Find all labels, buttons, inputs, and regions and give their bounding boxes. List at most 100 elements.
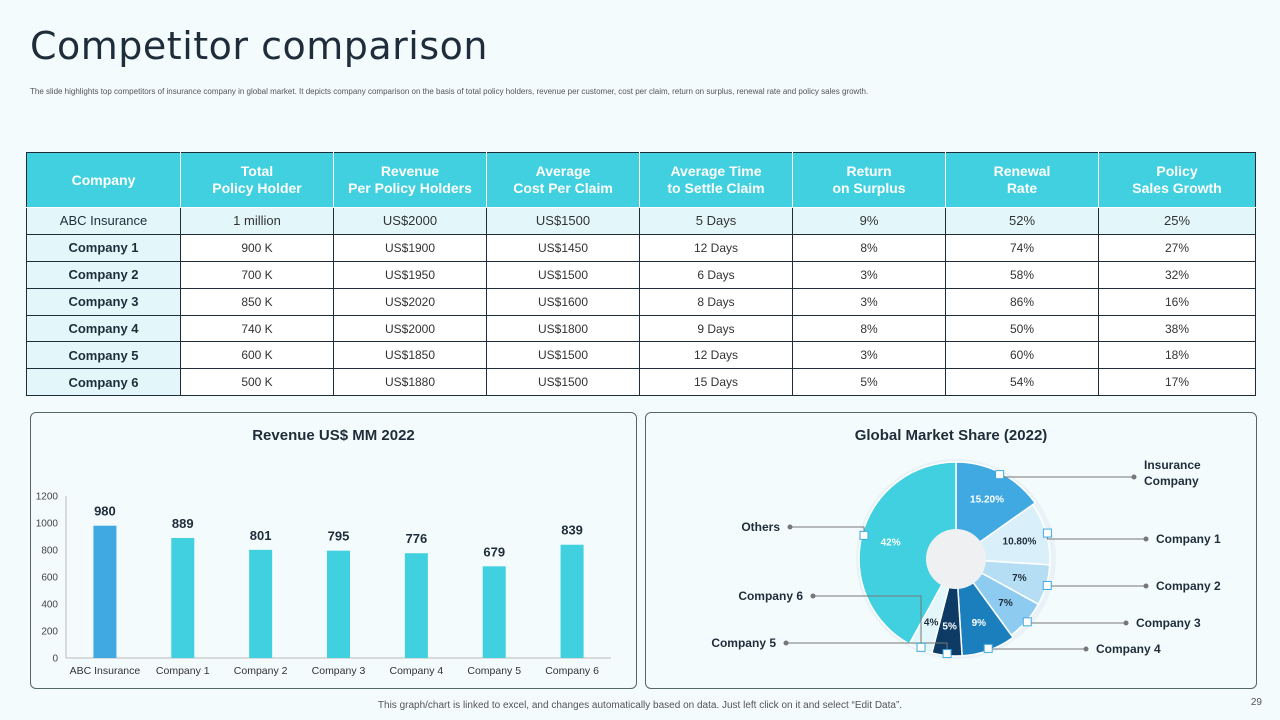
pie-leader-dot [1143,583,1149,589]
table-body: ABC Insurance 1 million US$2000 US$1500 5 Da… [26,207,1256,397]
revenue-bar-chart: 0 200 400 600 800 1000 1200 980 ABC Insurance 889… [36,492,611,677]
table-header-cell: Average Time to Settle Claim [639,152,793,208]
pie-leader-line [813,595,922,648]
table-cell: 12 Days [639,233,793,262]
table-header-text: Cost Per Claim [513,180,613,196]
table-cell: 600 K [180,341,334,370]
table-cell: 3% [792,260,946,289]
pie-leader-line [1026,621,1126,624]
pie-slice-label: Company 4 [1096,642,1161,656]
table-row: Company 2 700 K US$1950 US$1500 6 Days 3% 58% 3… [26,260,1256,289]
table-cell: 9 Days [639,314,793,343]
table-cell: US$1500 [486,260,640,289]
pie-handle [1022,617,1032,627]
table-cell: 8% [792,233,946,262]
pie-slice-label: Company [1144,474,1199,488]
pie-leader-line [790,526,865,536]
pie-handle [995,470,1005,480]
table-company-cell: Company 5 [26,341,181,370]
table-company-cell: Company 4 [26,314,181,343]
x-tick-label: Company 6 [545,665,599,677]
pie-leader-dot [1123,620,1129,626]
table-cell: 9% [792,207,946,235]
table-cell: 6 Days [639,260,793,289]
table-cell: 27% [1098,233,1256,262]
revenue-chart-panel: Revenue US$ MM 2022 0 200 400 600 800 1000 120… [30,412,637,689]
table-cell: 8 Days [639,287,793,316]
table-header-text: Return [846,163,892,179]
x-tick-label: Company 4 [390,665,444,677]
bar-value-label: 980 [94,504,116,519]
table-cell: US$1500 [486,207,640,235]
table-header-text: Policy [1156,163,1198,179]
pie-center-hole [926,529,986,589]
pie-handle [942,649,952,659]
table-company-cell: ABC Insurance [26,207,181,235]
y-tick-label: 0 [52,654,58,665]
pie-leader-line [1046,533,1146,540]
pie-value-label: 7% [1012,573,1027,584]
table-cell: 3% [792,287,946,316]
table-cell: 16% [1098,287,1256,316]
page-subtitle: The slide highlights top competitors of … [30,87,869,96]
table-cell: 38% [1098,314,1256,343]
table-cell: 25% [1098,207,1256,235]
bar-value-label: 795 [328,529,350,544]
table-header-cell: Return on Surplus [792,152,946,208]
table-cell: US$1880 [333,368,487,397]
table-cell: 18% [1098,341,1256,370]
page-title: Competitor comparison [30,24,488,68]
table-header-text: on Surplus [832,180,906,196]
pie-handle [859,530,869,540]
table-header-cell: Average Cost Per Claim [486,152,640,208]
table-header-text: to Settle Claim [667,180,765,196]
table-cell: 3% [792,341,946,370]
table-header-cell: Total Policy Holder [180,152,334,208]
table-header-text: Average [535,163,591,179]
table-header-text: Sales Growth [1132,180,1222,196]
x-tick-label: Company 3 [312,665,366,677]
table-cell: 12 Days [639,341,793,370]
y-tick-label: 1200 [36,492,59,503]
table-cell: 60% [945,341,1099,370]
pie-slice-label: Company 1 [1156,532,1221,546]
table-company-cell: Company 3 [26,287,181,316]
pie-leader-dot [1143,536,1149,542]
table-cell: US$1450 [486,233,640,262]
table-row: Company 3 850 K US$2020 US$1600 8 Days 3% 86% 1… [26,287,1256,316]
revenue-chart-title: Revenue US$ MM 2022 [252,427,415,444]
table-header-text: Rate [1006,180,1038,196]
pie-handle [1042,528,1052,538]
table-cell: 1 million [180,207,334,235]
table-cell: 500 K [180,368,334,397]
x-tick-label: Company 1 [156,665,210,677]
table-cell: 58% [945,260,1099,289]
table-cell: US$1600 [486,287,640,316]
table-header-row: Company Total Policy Holder Revenue Per Poli… [26,152,1256,208]
bar [482,566,506,658]
bar-value-label: 679 [483,544,505,559]
table-cell: 900 K [180,233,334,262]
table-cell: US$2000 [333,207,487,235]
pie-slice-label: Company 6 [738,589,803,603]
pie-slice-label: Insurance [1144,458,1201,472]
table-header-text: Average Time [670,163,762,179]
table-cell: 5 Days [639,207,793,235]
pie-value-label: 7% [998,598,1013,609]
pie-handle [1042,581,1052,591]
table-cell: 86% [945,287,1099,316]
table-cell: US$1500 [486,368,640,397]
pie-handle [983,643,993,653]
table-cell: 54% [945,368,1099,397]
table-cell: US$1950 [333,260,487,289]
bar [249,549,273,658]
table-cell: 15 Days [639,368,793,397]
table-cell: 52% [945,207,1099,235]
bar-value-label: 801 [250,528,272,543]
pie-slice-label: Company 5 [711,636,776,650]
table-header-text: Renewal [993,163,1051,179]
table-cell: US$1900 [333,233,487,262]
y-tick-label: 200 [41,627,58,638]
footer-note: This graph/chart is linked to excel, and… [377,700,903,711]
table-header-text: Revenue [380,163,440,179]
